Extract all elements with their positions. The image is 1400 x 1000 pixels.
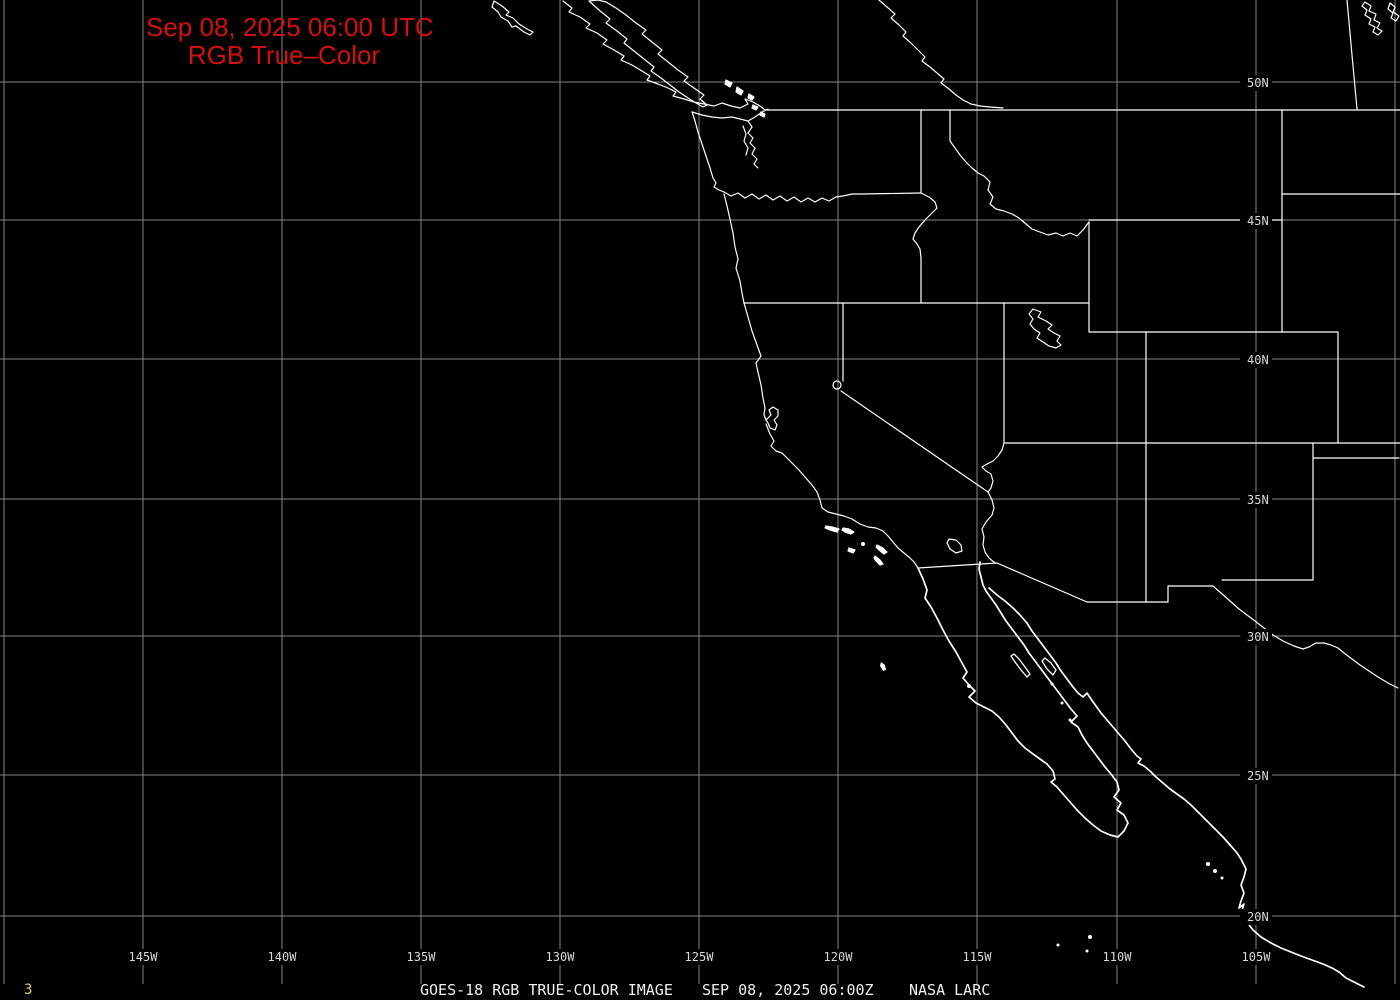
bc-alberta-divide bbox=[878, 0, 1004, 109]
revillagigedo-3 bbox=[1085, 949, 1089, 953]
lon-label-120w: 120W bbox=[820, 949, 856, 965]
us-mexico-border-new-mexico bbox=[1086, 585, 1214, 603]
lon-label-110w: 110W bbox=[1099, 949, 1135, 965]
channel-islands bbox=[824, 525, 888, 566]
olympic-peninsula-coast bbox=[691, 111, 725, 193]
us-mexico-border-california bbox=[917, 562, 998, 569]
lat-label-20n: 20N bbox=[1240, 909, 1272, 925]
new-mexico-texas-border bbox=[1221, 457, 1314, 581]
mexico-coastlines bbox=[917, 561, 1365, 988]
oregon-coast bbox=[723, 193, 745, 304]
lake-tahoe bbox=[832, 380, 842, 390]
lon-label-145w: 145W bbox=[125, 949, 161, 965]
image-product-name: RGB True–Color bbox=[187, 40, 381, 70]
idaho-montana-border bbox=[949, 109, 1090, 237]
baja-california-peninsula bbox=[917, 561, 1129, 838]
islas-marias-3 bbox=[1220, 876, 1224, 880]
lon-label-140w: 140W bbox=[264, 949, 300, 965]
sonora-sinaloa-coast bbox=[988, 587, 1365, 988]
puget-islands bbox=[751, 104, 766, 118]
lon-label-105w: 105W bbox=[1238, 949, 1274, 965]
bc-mainland-coast bbox=[562, 0, 766, 111]
isla-angel-de-la-guarda bbox=[1010, 653, 1031, 678]
haida-gwaii-island bbox=[491, 0, 534, 36]
oklahoma-texas-panhandle-border bbox=[1312, 442, 1400, 459]
gulf-island-dot-2 bbox=[1060, 701, 1064, 705]
frame-number: 3 bbox=[24, 982, 33, 998]
colorado-river-nevada-arizona-border bbox=[981, 442, 1005, 564]
us-mexico-border-arizona bbox=[996, 562, 1088, 603]
caption-product: GOES-18 RGB TRUE-COLOR IMAGE bbox=[420, 981, 673, 999]
santa-barbara-island bbox=[861, 542, 865, 546]
gulf-islands bbox=[724, 79, 755, 101]
lat-label-30n: 30N bbox=[1240, 629, 1272, 645]
puget-sound-inlets bbox=[742, 120, 759, 169]
lon-label-135w: 135W bbox=[403, 949, 439, 965]
gulf-island-dot-1 bbox=[1050, 682, 1054, 686]
islas-marias-1 bbox=[1206, 862, 1210, 866]
isla-cedros bbox=[967, 684, 971, 688]
gulf-island-dot-3 bbox=[1068, 718, 1072, 722]
revillagigedo-2 bbox=[1088, 935, 1092, 939]
strait-juan-de-fuca-coast bbox=[691, 108, 769, 122]
lat-label-50n: 50N bbox=[1240, 75, 1272, 91]
manitoba-lakes bbox=[1361, 1, 1400, 36]
snake-river-oregon-idaho-border bbox=[912, 192, 938, 304]
islas-marias-2 bbox=[1213, 869, 1217, 873]
lat-label-25n: 25N bbox=[1240, 768, 1272, 784]
rio-grande bbox=[1212, 585, 1399, 689]
lon-label-130w: 130W bbox=[542, 949, 578, 965]
great-salt-lake bbox=[1028, 308, 1062, 349]
isla-guadalupe bbox=[880, 662, 886, 671]
latitude-grid-lines bbox=[0, 81, 1400, 917]
saskatchewan-manitoba-border bbox=[1346, 0, 1358, 110]
caption-timestamp: SEP 08, 2025 06:00Z bbox=[702, 981, 874, 999]
columbia-river-wa-or-border bbox=[723, 191, 922, 203]
lon-label-125w: 125W bbox=[681, 949, 717, 965]
isla-tiburon bbox=[1041, 657, 1057, 676]
lon-label-115w: 115W bbox=[959, 949, 995, 965]
lat-label-40n: 40N bbox=[1240, 352, 1272, 368]
longitude-grid-lines bbox=[3, 0, 1396, 984]
san-francisco-bay bbox=[765, 406, 779, 431]
salton-sea bbox=[946, 538, 963, 554]
caption-credit: NASA LARC bbox=[909, 981, 991, 999]
california-coast-north bbox=[743, 302, 767, 421]
vancouver-island bbox=[588, 0, 708, 108]
revillagigedo-1 bbox=[1056, 943, 1060, 947]
california-coast-south bbox=[765, 423, 919, 569]
small-islands bbox=[880, 662, 1224, 953]
lat-label-35n: 35N bbox=[1240, 492, 1272, 508]
image-timestamp: Sep 08, 2025 06:00 UTC bbox=[146, 12, 434, 42]
california-nevada-border bbox=[840, 302, 989, 493]
image-title: Sep 08, 2025 06:00 UTC RGB True–Color bbox=[146, 12, 434, 70]
lat-label-45n: 45N bbox=[1240, 213, 1272, 229]
map-overlay bbox=[491, 0, 1400, 689]
